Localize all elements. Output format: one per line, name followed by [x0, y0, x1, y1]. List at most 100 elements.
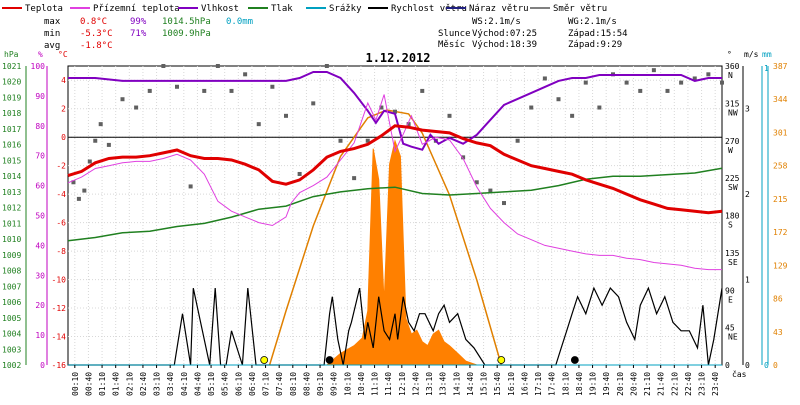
- wind-dir-point: [720, 80, 724, 85]
- stat-max-hum: 99%: [130, 17, 147, 27]
- x-tick-label: 12:40: [411, 372, 420, 396]
- x-tick-label: 01:10: [98, 372, 107, 396]
- chart-title: 1.12.2012: [365, 51, 430, 65]
- wind-dir-point: [638, 88, 643, 93]
- unit-degc: °C: [58, 50, 68, 59]
- pressure-tick: 1011: [2, 219, 21, 228]
- wind-dir-point: [161, 64, 166, 68]
- humidity-tick: 100: [31, 62, 46, 71]
- stat-avg-temp: -1.8°C: [80, 41, 113, 51]
- wind-dir-tick: 90: [725, 286, 735, 295]
- x-tick-label: 00:10: [71, 372, 80, 396]
- solar-tick: 258: [773, 162, 788, 171]
- x-tick-label: 16:10: [507, 372, 516, 396]
- wind-dir-tick: 270: [725, 137, 740, 146]
- pressure-tick: 1015: [2, 156, 21, 165]
- wind-dir-point: [515, 138, 520, 143]
- pressure-tick: 1005: [2, 314, 21, 323]
- wind-speed-tick: 2: [745, 190, 750, 199]
- plot-area: [67, 64, 724, 366]
- wind-dir-point: [215, 64, 220, 68]
- stat-min-press: 1009.9hPa: [162, 29, 211, 39]
- x-tick-label: 16:40: [520, 372, 529, 396]
- unit-labels: hPa % °C ° m/s mm čas: [4, 50, 772, 379]
- unit-hpa: hPa: [4, 50, 19, 59]
- pressure-tick: 1016: [2, 141, 21, 150]
- stats-block: max 0.8°C 99% 1014.5hPa 0.0mm min -5.3°C…: [44, 17, 253, 51]
- pressure-tick: 1010: [2, 235, 21, 244]
- wind-dir-label: S: [728, 221, 733, 230]
- x-tick-label: 20:40: [629, 372, 638, 396]
- x-tick-label: 12:10: [398, 372, 407, 396]
- wind-dir-point: [393, 109, 397, 114]
- legend-label: Přízemní teplota: [93, 4, 180, 14]
- wind-dir-point: [624, 80, 629, 85]
- unit-deg: °: [727, 50, 732, 59]
- x-tick-label: 14:40: [466, 372, 475, 396]
- wind-dir-point: [447, 113, 452, 118]
- stat-max-label: max: [44, 17, 61, 27]
- x-tick-label: 01:40: [112, 372, 121, 396]
- series-rychlost-v-tru: [68, 286, 723, 366]
- x-tick-label: 08:10: [289, 372, 298, 396]
- x-tick-label: 09:40: [330, 372, 339, 396]
- pressure-tick: 1017: [2, 125, 21, 134]
- x-tick-label: 11:10: [371, 372, 380, 396]
- wind-dir-tick: 135: [725, 249, 740, 258]
- wind-dir-point: [324, 64, 329, 68]
- wind-dir-point: [93, 138, 98, 143]
- wind-dir-point: [651, 68, 656, 73]
- pressure-tick: 1014: [2, 172, 21, 181]
- x-tick-label: 18:40: [575, 372, 584, 396]
- temp-tick: -4: [56, 190, 66, 199]
- x-tick-label: 17:10: [534, 372, 543, 396]
- temp-tick: 4: [61, 76, 66, 85]
- moon-rise: Východ:18:39: [472, 40, 537, 50]
- legend-label: Vlhkost: [201, 4, 239, 14]
- stat-min-label: min: [44, 29, 60, 39]
- wind-dir-point: [665, 88, 670, 93]
- temp-tick: -14: [52, 333, 67, 342]
- stat-max-rain: 0.0mm: [226, 17, 253, 27]
- wind-dir-point: [556, 97, 561, 102]
- legend-label: Náraz větru: [469, 4, 529, 14]
- solar-tick: 86: [773, 295, 783, 304]
- x-tick-label: 09:10: [316, 372, 325, 396]
- solar-tick: 301: [773, 128, 788, 137]
- solar-tick: 215: [773, 195, 788, 204]
- wind-dir-point: [542, 76, 547, 81]
- temp-tick: -8: [56, 247, 66, 256]
- wind-dir-point: [243, 72, 248, 77]
- wind-dir-tick: 225: [725, 174, 740, 183]
- rain-tick: 1: [764, 64, 769, 73]
- wind-dir-point: [297, 171, 302, 176]
- x-tick-label: 10:40: [357, 372, 366, 396]
- x-tick-label: 21:10: [643, 372, 652, 396]
- x-tick-label: 20:10: [616, 372, 625, 396]
- wind-dir-point: [474, 180, 479, 185]
- humidity-tick: 60: [35, 182, 45, 191]
- wind-dir-label: NE: [728, 333, 738, 342]
- x-tick-label: 08:40: [302, 372, 311, 396]
- wind-dir-point: [106, 142, 111, 147]
- pressure-tick: 1007: [2, 282, 21, 291]
- temp-tick: -12: [52, 304, 67, 313]
- unit-ms: m/s: [744, 50, 759, 59]
- stat-avg-label: avg: [44, 41, 60, 51]
- humidity-tick: 40: [35, 241, 45, 250]
- moon-label: Měsíc: [438, 40, 465, 50]
- series-p-zemn-teplota: [67, 94, 722, 271]
- x-tick-label: 23:40: [711, 372, 720, 396]
- wind-dir-point: [270, 84, 275, 89]
- x-tick-label: 06:40: [248, 372, 257, 396]
- sun-rise: Východ:07:25: [472, 29, 537, 39]
- legend-label: Rychlost větru: [391, 4, 467, 14]
- wind-dir-point: [202, 88, 207, 93]
- wind-dir-point: [488, 188, 493, 193]
- wind-dir-point: [311, 101, 316, 106]
- legend-label: Směr větru: [553, 4, 607, 14]
- pressure-tick: 1019: [2, 93, 21, 102]
- marker-sunrise: [260, 356, 269, 364]
- wind-dir-point: [583, 80, 588, 85]
